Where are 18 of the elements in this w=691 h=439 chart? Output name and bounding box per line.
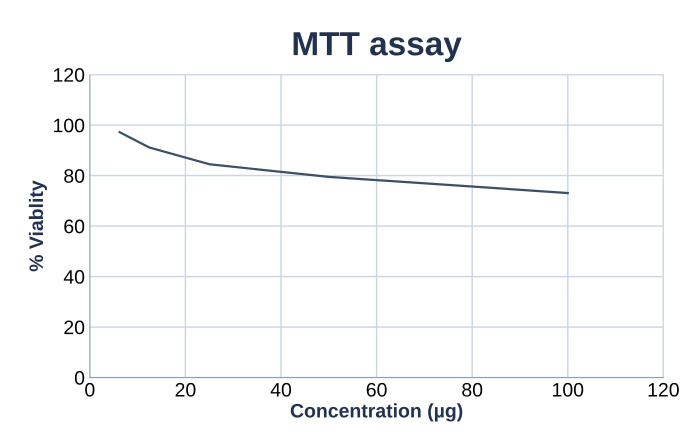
y-tick-label: 60 bbox=[64, 220, 84, 234]
x-tick-label: 40 bbox=[270, 382, 292, 397]
x-tick-label: 80 bbox=[462, 382, 482, 397]
y-tick-label: 20 bbox=[64, 320, 84, 334]
y-axis-title: % Viablity bbox=[28, 180, 47, 272]
y-tick-label: 100 bbox=[54, 118, 84, 132]
y-tick-label: 120 bbox=[54, 68, 84, 82]
line-series bbox=[118, 131, 569, 194]
x-tick-label: 60 bbox=[366, 382, 387, 397]
y-tick-label: 0 bbox=[74, 371, 84, 385]
x-tick-label: 0 bbox=[85, 382, 94, 397]
y-tick-label: 80 bbox=[64, 169, 84, 183]
x-tick-label: 100 bbox=[553, 382, 584, 397]
x-axis-title: Concentration (µg) bbox=[290, 403, 462, 422]
chart-title: MTT assay bbox=[294, 32, 462, 62]
y-tick-label: 40 bbox=[64, 270, 84, 284]
x-tick-label: 20 bbox=[176, 382, 196, 397]
x-tick-label: 120 bbox=[648, 382, 679, 397]
